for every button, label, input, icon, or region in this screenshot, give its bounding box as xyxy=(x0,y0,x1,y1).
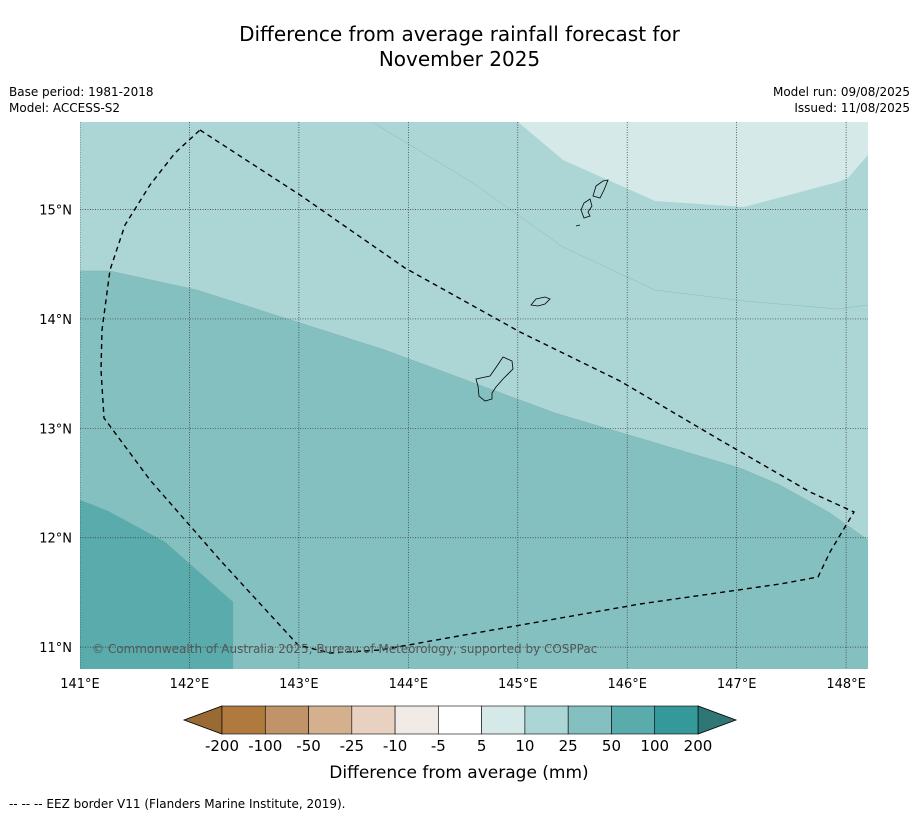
colorbar-swatch xyxy=(351,705,396,735)
latitude-tick-label: 11°N xyxy=(39,641,72,656)
colorbar-tick-label: 50 xyxy=(602,737,621,755)
colorbar: -200 -100 -50 -25 -10 -5 5 10 25 50 100 200 xyxy=(182,705,738,755)
longitude-tick-label: 141°E xyxy=(60,677,100,692)
copyright-notice: © Commonwealth of Australia 2025, Bureau… xyxy=(92,642,597,656)
title-line-2: November 2025 xyxy=(378,47,541,71)
latitude-labels: 11°N 12°N 13°N 14°N 15°N xyxy=(39,204,72,657)
colorbar-swatch xyxy=(481,705,526,735)
colorbar-tick-label: -200 xyxy=(205,737,239,755)
colorbar-tick-label: 5 xyxy=(477,737,487,755)
colorbar-swatch xyxy=(438,705,482,735)
graticule xyxy=(80,122,868,669)
longitude-labels: 141°E 142°E 143°E 144°E 145°E 146°E 147°E 148°E xyxy=(60,677,866,692)
colorbar-tick-label: -5 xyxy=(431,737,446,755)
island-guam xyxy=(475,356,514,402)
latitude-tick-label: 12°N xyxy=(39,532,72,547)
meta-left: Base period: 1981-2018 Model: ACCESS-S2 xyxy=(9,84,154,116)
zone-25-50 xyxy=(80,271,868,669)
longitude-tick-label: 143°E xyxy=(279,677,319,692)
zone-boundaries xyxy=(80,122,868,669)
colorbar-over-extension xyxy=(697,705,738,735)
island-rota xyxy=(530,296,551,307)
longitude-tick-label: 147°E xyxy=(717,677,757,692)
longitude-tick-label: 142°E xyxy=(170,677,210,692)
colorbar-swatch xyxy=(264,705,309,735)
colorbar-tick-label: -10 xyxy=(383,737,408,755)
latitude-tick-label: 13°N xyxy=(39,422,72,437)
islands xyxy=(475,179,609,402)
colorbar-tick-label: -100 xyxy=(248,737,282,755)
colorbar-tick-label: 10 xyxy=(515,737,534,755)
longitude-tick-label: 145°E xyxy=(498,677,538,692)
island-saipan xyxy=(592,179,609,199)
longitude-tick-label: 146°E xyxy=(607,677,647,692)
issued-date: Issued: 11/08/2025 xyxy=(794,101,910,115)
longitude-tick-label: 148°E xyxy=(826,677,866,692)
colorbar-tick-label: -25 xyxy=(340,737,365,755)
latitude-tick-label: 15°N xyxy=(39,204,72,219)
title-line-1: Difference from average rainfall forecas… xyxy=(239,22,680,46)
island-aguijan xyxy=(575,224,581,227)
meta-right: Model run: 09/08/2025 Issued: 11/08/2025 xyxy=(773,84,910,116)
colorbar-title: Difference from average (mm) xyxy=(329,763,588,783)
colorbar-under-extension xyxy=(182,705,223,735)
colorbar-swatch xyxy=(394,705,439,735)
colorbar-swatch xyxy=(308,705,353,735)
colorbar-swatch xyxy=(524,705,569,735)
colorbar-tick-label: -50 xyxy=(296,737,321,755)
longitude-tick-label: 144°E xyxy=(389,677,429,692)
zone-50-100 xyxy=(80,500,233,669)
colorbar-tick-label: 200 xyxy=(684,737,713,755)
base-period: Base period: 1981-2018 xyxy=(9,85,154,99)
colorbar-swatch xyxy=(567,705,612,735)
colorbar-swatch xyxy=(654,705,699,735)
map-title: Difference from average rainfall forecas… xyxy=(0,22,919,72)
colorbar-tick-label: 25 xyxy=(559,737,578,755)
rainfall-zones: © Commonwealth of Australia 2025, Bureau… xyxy=(80,122,868,669)
colorbar-swatch xyxy=(611,705,656,735)
model-run: Model run: 09/08/2025 xyxy=(772,85,910,99)
colorbar-tick-label: 100 xyxy=(640,737,669,755)
model-name: Model: ACCESS-S2 xyxy=(9,101,121,115)
eez-footer-note: -- -- -- EEZ border V11 (Flanders Marine… xyxy=(9,797,346,811)
latitude-tick-label: 14°N xyxy=(39,313,72,328)
colorbar-swatch xyxy=(221,705,266,735)
island-tinian xyxy=(580,198,593,219)
zone-5-10 xyxy=(372,122,868,207)
